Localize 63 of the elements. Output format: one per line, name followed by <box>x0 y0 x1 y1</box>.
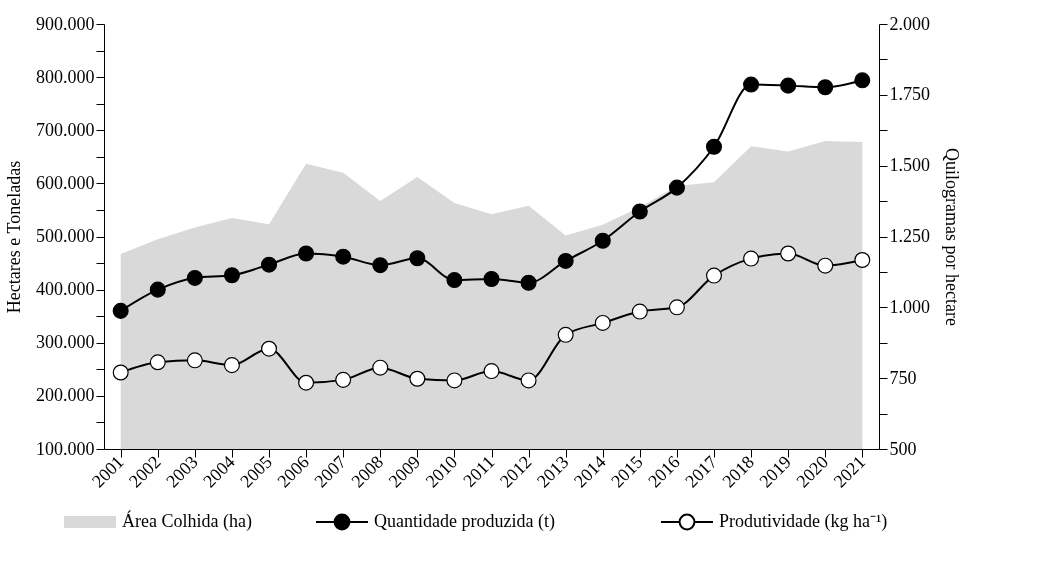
y2-tick-label: 750 <box>889 367 917 388</box>
point <box>780 77 797 94</box>
point <box>223 267 240 284</box>
point <box>817 257 834 274</box>
point <box>854 252 871 269</box>
y-tick-label: 400.000 <box>36 279 95 300</box>
point <box>409 250 426 267</box>
point <box>112 364 129 381</box>
y2-tick-label: 1.000 <box>889 296 930 317</box>
point <box>557 326 574 343</box>
legend-label: Quantidade produzida (t) <box>374 511 555 532</box>
y-tick-label: 800.000 <box>36 66 95 87</box>
point <box>335 371 352 388</box>
point <box>631 303 648 320</box>
y-tick-label: 900.000 <box>36 13 95 34</box>
point <box>186 352 203 369</box>
point <box>298 245 315 262</box>
y2-axis-title: Quilogramas por hectare <box>942 148 962 326</box>
point <box>223 357 240 374</box>
point <box>520 372 537 389</box>
point <box>594 314 611 331</box>
point <box>743 76 760 93</box>
y-tick-label: 300.000 <box>36 332 95 353</box>
y-axis-title: Hectares e Toneladas <box>4 160 24 314</box>
point <box>668 179 685 196</box>
point <box>261 340 278 357</box>
legend-label: Área Colhida (ha) <box>122 510 252 532</box>
point <box>409 370 426 387</box>
point <box>557 252 574 269</box>
y-tick-label: 600.000 <box>36 172 95 193</box>
point <box>446 272 463 289</box>
point <box>298 374 315 391</box>
point <box>705 267 722 284</box>
legend-label: Produtividade (kg ha⁻¹) <box>719 511 888 532</box>
y-tick-label: 500.000 <box>36 226 95 246</box>
point <box>854 72 871 89</box>
point <box>668 299 685 316</box>
y-tick-label: 100.000 <box>36 438 95 459</box>
point <box>149 281 166 298</box>
point <box>149 354 166 371</box>
point <box>520 274 537 291</box>
point <box>335 248 352 265</box>
point <box>817 79 834 96</box>
y2-tick-label: 2.000 <box>889 13 930 34</box>
y-tick-label: 700.000 <box>36 119 95 140</box>
point <box>112 302 129 319</box>
point <box>446 372 463 389</box>
y-tick-label: 200.000 <box>36 385 95 406</box>
y2-tick-label: 1.750 <box>889 84 930 105</box>
point <box>743 250 760 267</box>
y2-tick-label: 1.500 <box>889 155 930 176</box>
y2-tick-label: 500 <box>889 438 917 459</box>
point <box>261 256 278 273</box>
point <box>705 138 722 155</box>
point <box>372 257 389 274</box>
point <box>780 245 797 262</box>
point <box>372 359 389 376</box>
y2-tick-label: 1.250 <box>889 226 930 246</box>
point <box>594 232 611 249</box>
point <box>483 363 500 380</box>
point <box>631 203 648 220</box>
point <box>483 271 500 287</box>
point <box>186 269 203 286</box>
